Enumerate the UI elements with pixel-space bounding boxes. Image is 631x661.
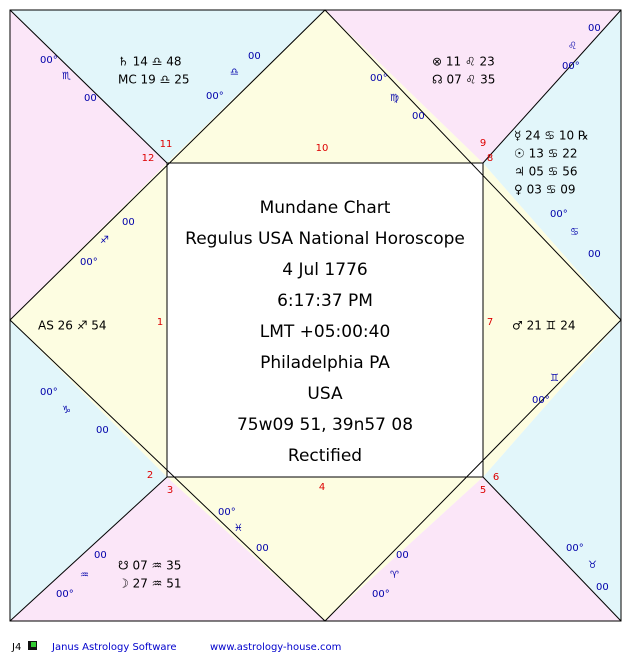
house-number: 12 [142,153,155,164]
diagonal [482,476,622,622]
footer-url[interactable]: www.astrology-house.com [210,642,341,653]
house-region [167,10,483,163]
cusp-label: 00 [256,543,269,554]
planet-position: ☊ 07 ♌ 35 [432,73,495,87]
diagonal [9,476,168,622]
cusp-label: 00° [40,387,58,398]
house-regions [10,10,621,621]
cusp-label: 00° [566,543,584,554]
footer-software[interactable]: Janus Astrology Software [51,642,177,653]
diamond [9,9,622,622]
cusp-label: 00° [550,209,568,220]
cusp-label: ♈ [390,570,399,581]
planet-position: ☿ 24 ♋ 10 ℞ [514,129,589,143]
house-number: 1 [157,317,163,328]
inner-square [166,162,484,478]
cusp-label: 00 [94,550,107,561]
cusp-label: 00 [96,425,109,436]
planet-position: ♂ 21 ♊ 24 [512,319,576,333]
cusp-label: ♎ [230,67,239,78]
center-line: 75w09 51, 39n57 08 [237,415,413,435]
house-region [483,163,621,477]
cusp-label: 00° [206,91,224,102]
house-region [483,10,621,320]
center-line: Philadelphia PA [260,353,390,373]
center-line: LMT +05:00:40 [260,322,391,342]
planet-position: ☽ 27 ♒ 51 [118,577,182,591]
cusp-label: 00° [370,73,388,84]
house-number: 10 [316,143,329,154]
diagonal [9,9,168,164]
cusp-label: ♍ [390,93,399,104]
cusp-label: ♉ [588,560,597,571]
center-line: Mundane Chart [260,198,391,218]
house-number: 11 [160,139,173,150]
house-region [167,477,483,621]
footer-code: J4 [11,642,21,653]
cusp-label: ♒ [80,570,89,581]
planet-position: AS 26 ♐ 54 [38,319,107,333]
cusp-label: 00° [218,507,236,518]
planet-position: MC 19 ♎ 25 [118,73,189,87]
house-region [483,320,621,621]
cusp-label: 00° [532,395,550,406]
house-number: 3 [167,485,173,496]
cusp-label: 00° [80,257,98,268]
cusp-label: ♑ [62,405,71,416]
center-line: Rectified [288,446,362,466]
cusp-label: ♐ [100,235,109,246]
cusp-label: 00 [596,582,609,593]
cusp-label: 00 [588,23,601,34]
cusp-label: 00 [412,111,425,122]
center-line: 6:17:37 PM [277,291,373,311]
chart-lines [9,9,622,622]
house-number: 8 [487,153,493,164]
cusp-label: 00° [372,589,390,600]
house-number: 9 [480,138,486,149]
center-line: Regulus USA National Horoscope [185,229,465,249]
center-line: USA [307,384,343,404]
house-region [10,10,325,163]
cusp-label: 00 [396,550,409,561]
cusp-label: ♌ [568,41,577,52]
house-region [10,10,167,320]
planet-position: ☉ 13 ♋ 22 [514,147,578,161]
cusp-label: 00 [248,51,261,62]
cusp-label: 00 [84,93,97,104]
cusp-label: ♓ [234,523,243,534]
planet-position: ☋ 07 ♒ 35 [118,559,181,573]
center-box [167,163,483,477]
cusp-label: 00° [56,589,74,600]
house-region [10,163,167,477]
cusp-label: 00 [122,217,135,228]
house-number: 4 [319,482,325,493]
house-region [325,477,621,621]
cusp-label: 00° [40,55,58,66]
planet-position: ♀ 03 ♋ 09 [514,183,576,197]
cusp-label: 00 [588,249,601,260]
planet-position: ♄ 14 ♎ 48 [118,55,182,69]
planet-position: ⊗ 11 ♌ 23 [432,55,495,69]
cusp-label: ♏ [62,71,71,82]
planet-position: ♃ 05 ♋ 56 [514,165,578,179]
house-number: 6 [493,472,499,483]
house-number: 7 [487,317,493,328]
house-number: 5 [480,485,486,496]
house-number: 2 [147,470,153,481]
logo-icon-accent [31,642,36,647]
cusp-label: 00° [562,61,580,72]
house-region [10,320,167,621]
cusp-label: ♊ [550,373,559,384]
outer-border [9,9,622,622]
center-line: 4 Jul 1776 [282,260,367,280]
cusp-label: ♋ [570,227,579,238]
house-region [10,477,325,621]
diagonal [482,9,622,164]
house-region [325,10,621,163]
